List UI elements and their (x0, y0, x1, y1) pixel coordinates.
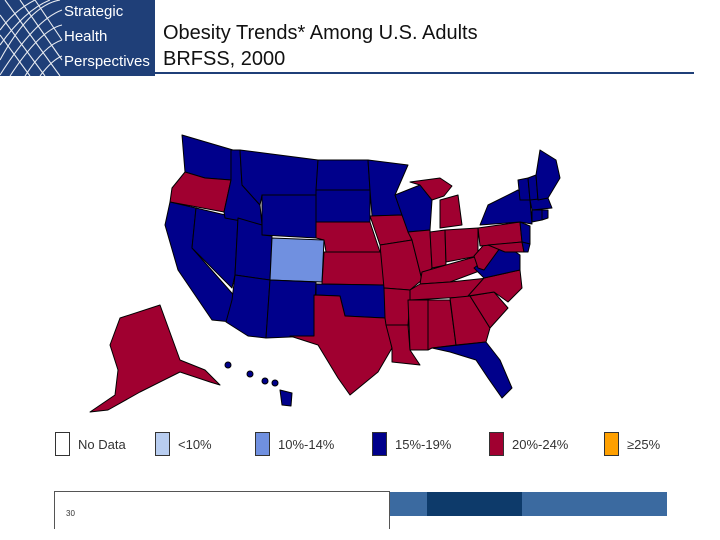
legend-label-no-data: No Data (78, 436, 126, 452)
logo-line-3: Perspectives (64, 53, 150, 70)
footer-bar-segment-2 (427, 492, 522, 516)
legend-25-plus: ≥25% (604, 431, 660, 457)
state-KS (321, 251, 386, 286)
legend-under-10: <10% (155, 431, 212, 457)
legend-label-25-plus: ≥25% (627, 436, 661, 452)
state-ND (315, 159, 371, 191)
state-MI (409, 177, 453, 201)
legend-swatch-20-24 (489, 432, 504, 456)
state-SD (315, 189, 371, 223)
title-line-1: Obesity Trends* Among U.S. Adults (163, 22, 478, 44)
state-LA (385, 324, 421, 366)
slide-number: 30 (66, 509, 75, 518)
logo-line-1: Strategic (64, 3, 124, 20)
state-AK (89, 304, 221, 413)
state-ME (535, 149, 561, 201)
state-HI-2 (246, 370, 254, 378)
state-FL (431, 341, 513, 399)
state-CO (269, 237, 325, 283)
state-RI (541, 209, 549, 221)
state-HI-1 (224, 361, 232, 369)
legend-label-10-14: 10%-14% (278, 436, 335, 452)
globe-grid-icon (0, 0, 63, 76)
state-GA (449, 295, 491, 346)
footer-bar-segment-1 (390, 492, 427, 516)
page-title: Obesity Trends* Among U.S. Adults BRFSS,… (163, 20, 478, 72)
legend-label-20-24: 20%-24% (512, 436, 569, 452)
legend-swatch-15-19 (372, 432, 387, 456)
state-MI-lower (439, 194, 463, 229)
state-HI-3 (261, 377, 269, 385)
legend-swatch-25-plus (604, 432, 619, 456)
state-TX (289, 294, 393, 396)
logo-line-2: Health (64, 28, 108, 45)
state-MS (407, 299, 429, 351)
state-NE (315, 221, 381, 253)
state-NJ (519, 221, 531, 245)
footer-bar-segment-3 (522, 492, 667, 516)
state-WY (261, 194, 317, 239)
state-CT (531, 209, 543, 223)
state-HI-5 (279, 389, 293, 407)
state-DE (521, 241, 531, 253)
state-MO (379, 239, 423, 291)
title-rule (155, 72, 694, 74)
legend-label-15-19: 15%-19% (395, 436, 452, 452)
legend-no-data: No Data (55, 431, 126, 457)
legend-swatch-no-data (55, 432, 70, 456)
state-IN (429, 229, 447, 269)
legend-label-under-10: <10% (178, 436, 212, 452)
legend-swatch-10-14 (255, 432, 270, 456)
legend-10-14: 10%-14% (255, 431, 334, 457)
state-AR (383, 287, 411, 326)
state-NM (265, 279, 317, 339)
logo: Strategic Health Perspectives (0, 0, 155, 76)
legend-20-24: 20%-24% (489, 431, 568, 457)
title-line-2: BRFSS, 2000 (163, 48, 286, 70)
state-HI-4 (271, 379, 279, 387)
us-obesity-map (89, 134, 561, 413)
legend-swatch-under-10 (155, 432, 170, 456)
footer-frame (54, 491, 390, 529)
legend-15-19: 15%-19% (372, 431, 451, 457)
